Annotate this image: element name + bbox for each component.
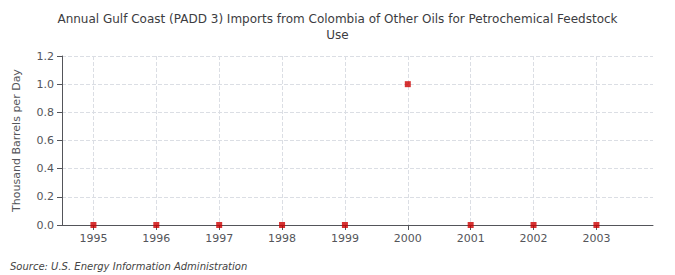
svg-text:2000: 2000: [394, 232, 422, 245]
svg-text:1995: 1995: [79, 232, 107, 245]
svg-text:1.0: 1.0: [37, 78, 55, 91]
svg-text:2001: 2001: [457, 232, 485, 245]
svg-text:0.4: 0.4: [37, 162, 55, 175]
svg-text:1998: 1998: [268, 232, 296, 245]
svg-text:0.2: 0.2: [37, 190, 55, 203]
svg-text:2003: 2003: [582, 232, 610, 245]
svg-text:2002: 2002: [520, 232, 548, 245]
svg-text:Source: U.S. Energy Informatio: Source: U.S. Energy Information Administ…: [10, 261, 247, 272]
svg-text:1997: 1997: [205, 232, 233, 245]
svg-text:Annual Gulf Coast (PADD 3) Imp: Annual Gulf Coast (PADD 3) Imports from …: [57, 12, 617, 26]
svg-text:1999: 1999: [331, 232, 359, 245]
svg-text:0.0: 0.0: [37, 219, 55, 232]
svg-text:1996: 1996: [142, 232, 170, 245]
svg-text:0.8: 0.8: [37, 106, 55, 119]
svg-text:1.2: 1.2: [37, 50, 55, 63]
svg-text:0.6: 0.6: [37, 134, 55, 147]
svg-text:Thousand Barrels per Day: Thousand Barrels per Day: [10, 69, 23, 213]
svg-text:Use: Use: [326, 28, 348, 42]
